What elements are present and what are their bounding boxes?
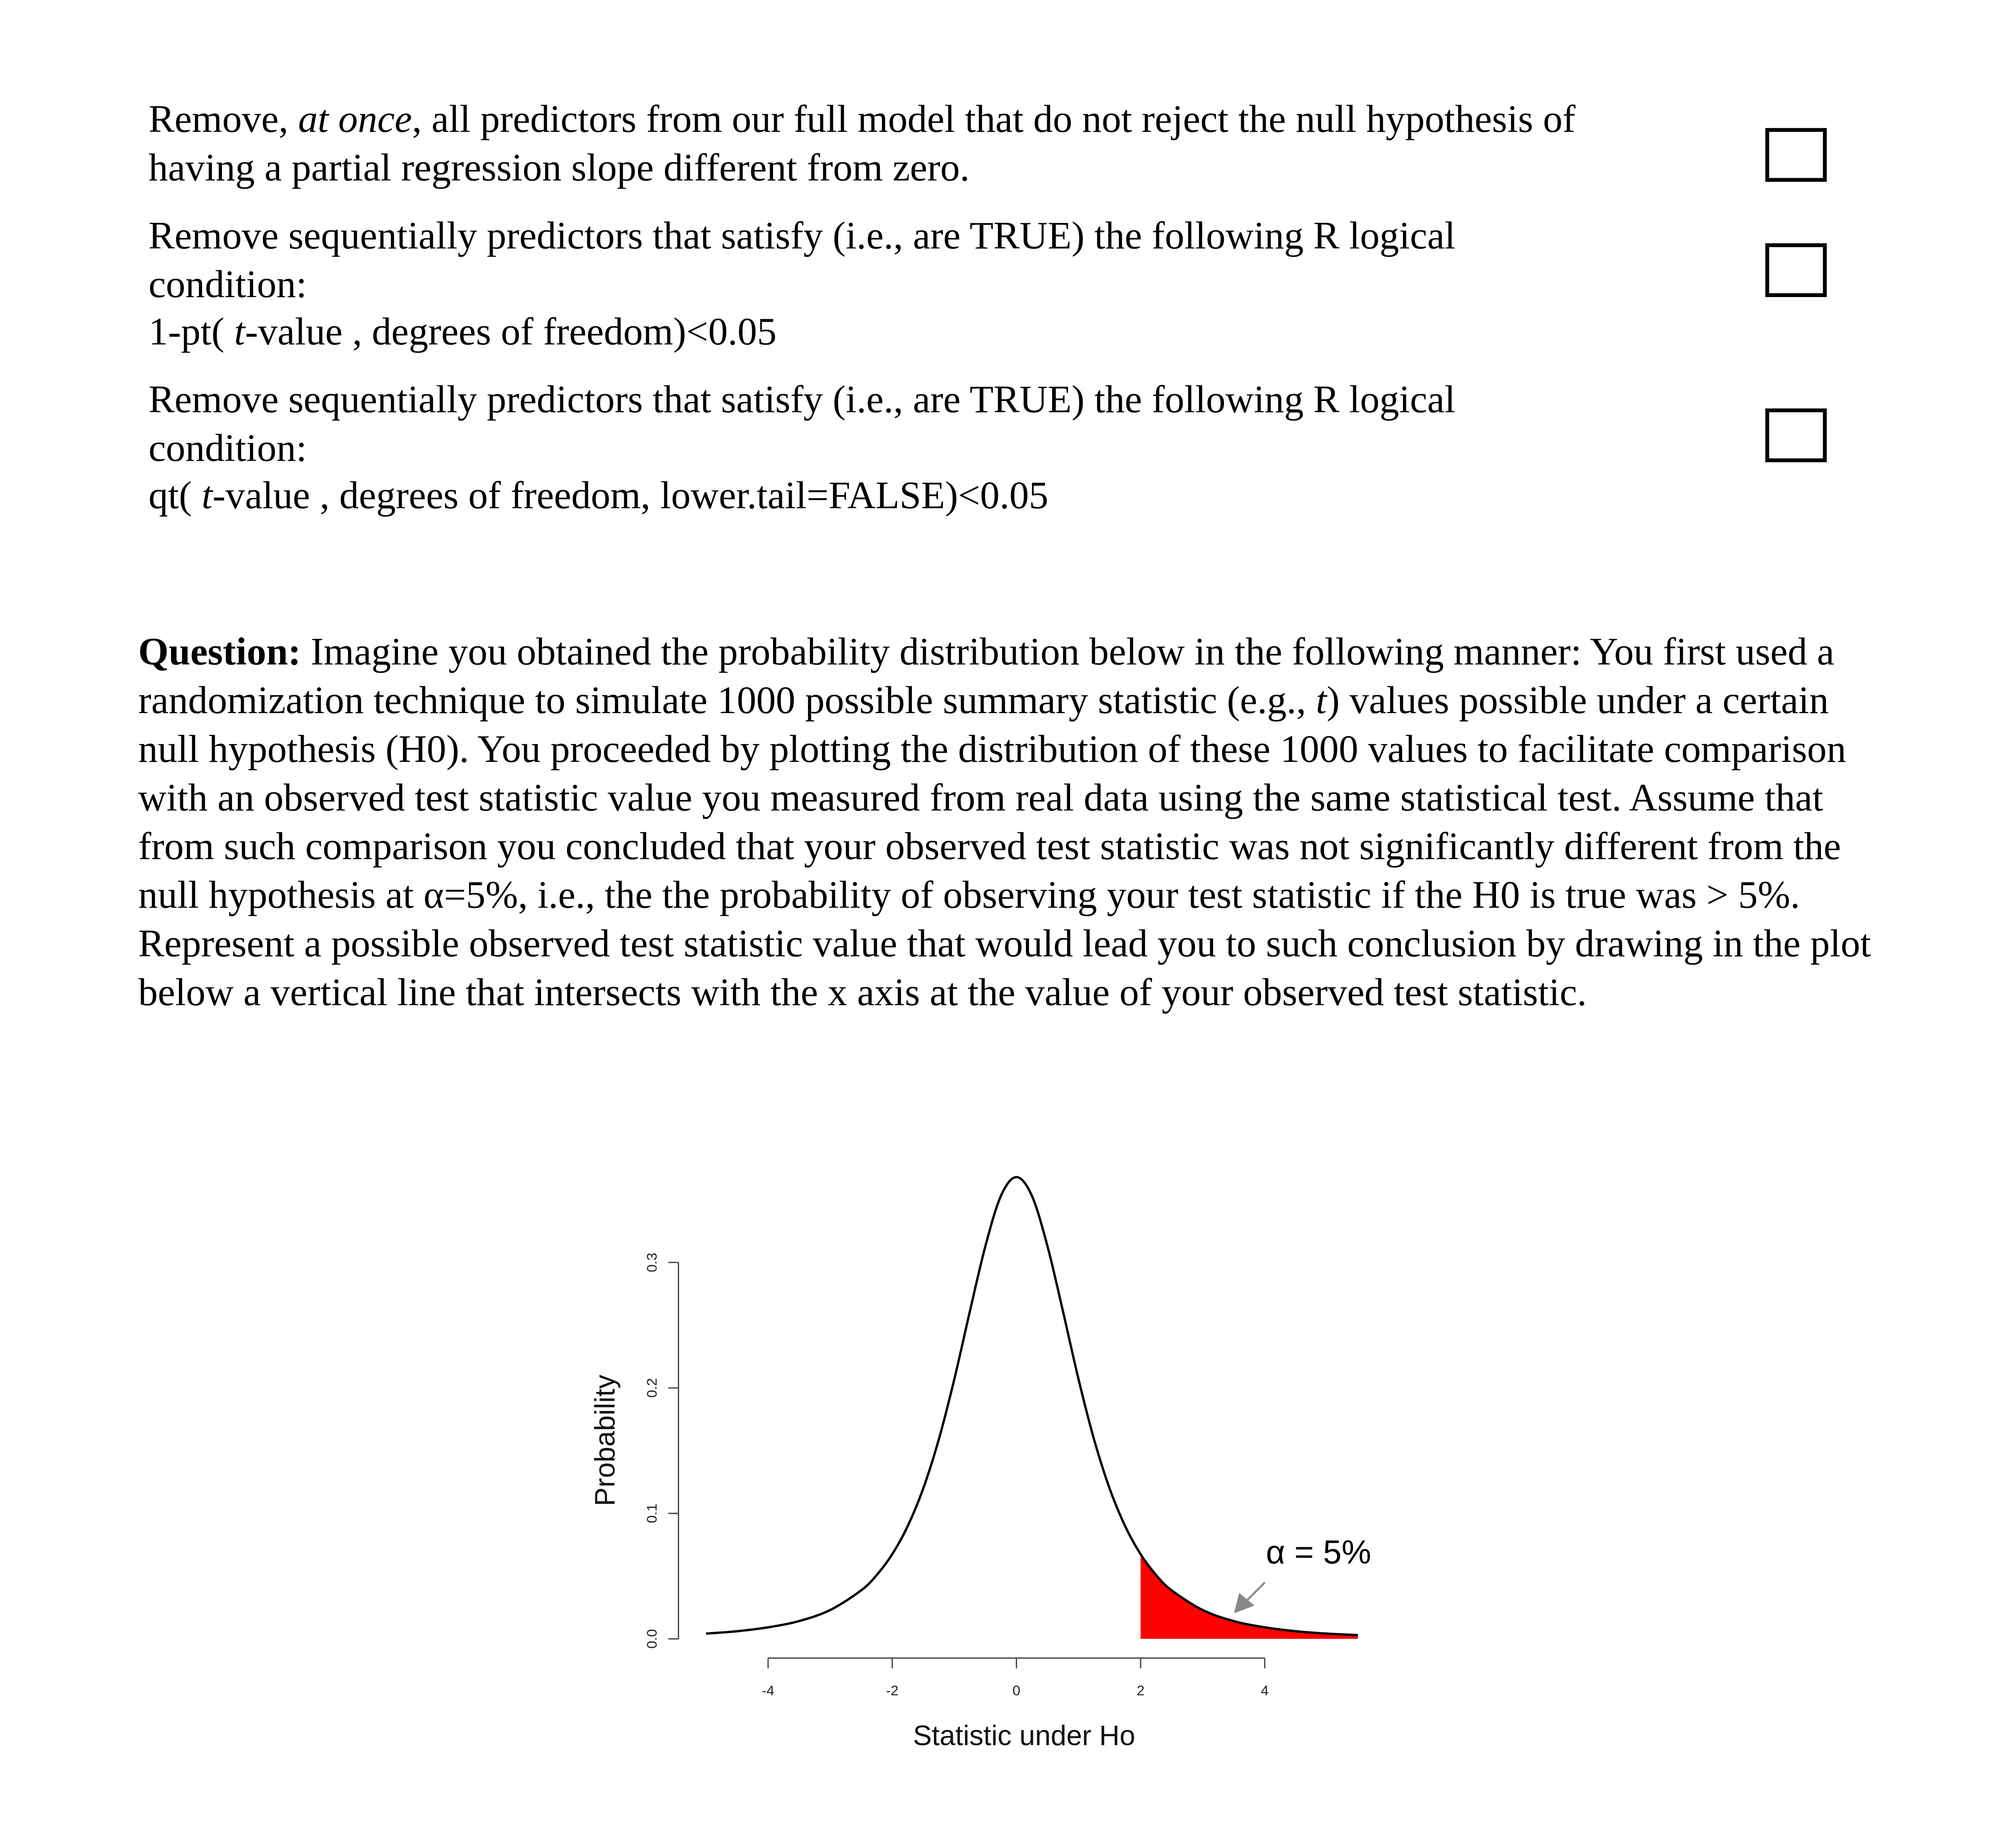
question-instruction: Represent a possible observed test stati…: [138, 922, 1871, 1014]
option-1-text: Remove, at once, all predictors from our…: [149, 96, 1685, 192]
option-3-line: Remove sequentially predictors that sati…: [148, 378, 1456, 469]
option-1-checkbox[interactable]: [1765, 128, 1827, 182]
code-em: t: [234, 310, 245, 353]
option-2-line: Remove sequentially predictors that sati…: [148, 214, 1456, 305]
y-axis-title: Probability: [589, 1374, 621, 1506]
option-2-text: Remove sequentially predictors that sati…: [149, 212, 1569, 356]
arrow-icon: [1234, 1582, 1266, 1614]
alpha-region: [1141, 1554, 1358, 1639]
option-3-code: qt( t-value , degrees of freedom, lower.…: [149, 472, 1569, 520]
x-tick-label: 0: [1012, 1683, 1020, 1699]
alpha-annotation: α = 5%: [1266, 1533, 1371, 1571]
code-pre: 1-pt(: [148, 310, 234, 353]
y-tick-label: 0.3: [644, 1253, 660, 1272]
y-tick-label: 0.1: [644, 1504, 660, 1523]
question-em: t: [1316, 678, 1327, 722]
option-2-code: 1-pt( t-value , degrees of freedom)<0.05: [149, 309, 1569, 357]
y-tick-label: 0.2: [644, 1378, 660, 1398]
code-pre: qt(: [148, 474, 202, 517]
option-1-emphasis: at once: [298, 97, 412, 141]
option-2-checkbox[interactable]: [1765, 243, 1827, 297]
question-label: Question:: [138, 630, 301, 674]
question-text-1: Imagine you obtained the probability dis…: [138, 630, 1834, 722]
option-3-checkbox[interactable]: [1765, 408, 1827, 462]
code-post: -value , degrees of freedom)<0.05: [245, 310, 777, 353]
density-curve: [706, 1176, 1358, 1636]
y-tick-label: 0.0: [644, 1629, 660, 1649]
question: Question: Imagine you obtained the proba…: [138, 628, 1892, 1017]
x-tick-label: 4: [1261, 1683, 1269, 1699]
question-text-2: ) values possible under a certain null h…: [138, 678, 1846, 917]
code-em: t: [201, 474, 213, 517]
option-1-pre: Remove,: [148, 97, 298, 141]
option-1-post: , all predictors from our full model tha…: [148, 97, 1576, 189]
x-tick-label: -2: [886, 1683, 899, 1699]
x-axis-title: Statistic under Ho: [913, 1720, 1136, 1752]
x-tick-label: -4: [762, 1683, 774, 1699]
x-tick-label: 2: [1137, 1683, 1145, 1699]
option-3-text: Remove sequentially predictors that sati…: [149, 376, 1569, 520]
question-body: Question: Imagine you obtained the proba…: [138, 628, 1892, 920]
code-post: -value , degrees of freedom, lower.tail=…: [212, 474, 1049, 517]
